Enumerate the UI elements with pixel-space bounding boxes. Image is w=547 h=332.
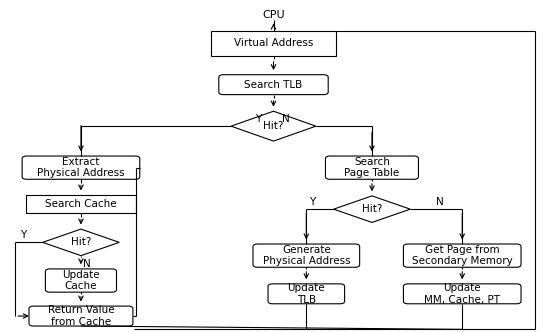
FancyBboxPatch shape: [403, 284, 521, 304]
Bar: [26, 195, 136, 213]
FancyBboxPatch shape: [45, 269, 117, 292]
Polygon shape: [334, 196, 410, 222]
FancyBboxPatch shape: [268, 284, 345, 304]
Text: Get Page from
Secondary Memory: Get Page from Secondary Memory: [412, 245, 513, 267]
Text: N: N: [437, 197, 444, 207]
Text: Y: Y: [255, 114, 261, 124]
FancyBboxPatch shape: [219, 75, 328, 95]
FancyBboxPatch shape: [325, 156, 418, 179]
Text: Hit?: Hit?: [362, 204, 382, 214]
Text: Virtual Address: Virtual Address: [234, 38, 313, 48]
Text: Search TLB: Search TLB: [245, 80, 302, 90]
FancyBboxPatch shape: [253, 244, 360, 267]
Text: Return Value
from Cache: Return Value from Cache: [48, 305, 114, 327]
Text: Update
TLB: Update TLB: [288, 283, 325, 305]
Text: CPU: CPU: [262, 10, 285, 20]
Polygon shape: [43, 229, 119, 256]
Text: N: N: [83, 259, 90, 269]
Text: Update
MM, Cache, PT: Update MM, Cache, PT: [424, 283, 500, 305]
Text: Extract
Physical Address: Extract Physical Address: [37, 157, 125, 179]
FancyBboxPatch shape: [22, 156, 140, 179]
Text: Generate
Physical Address: Generate Physical Address: [263, 245, 350, 267]
Text: Y: Y: [309, 197, 315, 207]
Polygon shape: [231, 111, 316, 141]
FancyBboxPatch shape: [403, 244, 521, 267]
Text: Hit?: Hit?: [263, 121, 284, 131]
Text: N: N: [282, 114, 290, 124]
Text: Search Cache: Search Cache: [45, 199, 117, 209]
FancyBboxPatch shape: [29, 306, 133, 326]
Text: Y: Y: [20, 230, 27, 240]
Text: Search
Page Table: Search Page Table: [344, 157, 400, 179]
Text: Update
Cache: Update Cache: [62, 270, 100, 291]
Text: Hit?: Hit?: [71, 237, 91, 247]
Bar: [211, 31, 336, 55]
